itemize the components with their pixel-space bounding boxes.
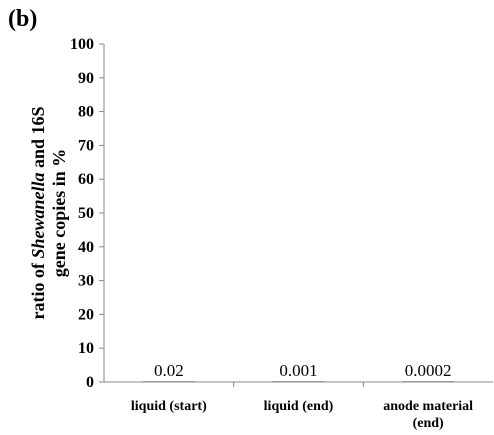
bar [402, 381, 455, 382]
x-axis-categories: liquid (start) liquid (end) anode material… [131, 399, 473, 431]
y-tick-label: 40 [78, 239, 94, 256]
x-category-label: anode material [383, 399, 473, 414]
panel-label: (b) [8, 6, 37, 32]
y-tick-label: 80 [78, 104, 94, 121]
data-label: 0.02 [154, 361, 184, 380]
x-category-label: (end) [413, 416, 444, 431]
data-labels: 0.02 0.001 0.0002 [154, 361, 452, 380]
x-category-label: liquid (end) [264, 399, 334, 414]
axes [103, 44, 493, 387]
y-tick-label: 90 [78, 70, 94, 87]
y-tick-label: 30 [78, 273, 94, 290]
bar [272, 381, 325, 382]
bars [142, 381, 455, 382]
y-tick-label: 100 [70, 36, 94, 53]
y-axis-title: ratio of Shewanella and 16S gene copies … [28, 106, 69, 319]
y-tick-label: 0 [86, 374, 94, 391]
y-tick-label: 60 [78, 171, 94, 188]
data-label: 0.0002 [405, 361, 452, 380]
y-tick-label: 70 [78, 137, 94, 154]
bar [142, 381, 195, 382]
y-axis-title-line2: gene copies in % [49, 149, 69, 278]
x-category-label: liquid (start) [131, 399, 207, 414]
data-label: 0.001 [279, 361, 317, 380]
y-axis-title-line1: ratio of Shewanella and 16S [28, 106, 48, 319]
y-tick-label: 50 [78, 205, 94, 222]
y-tick-label: 10 [78, 340, 94, 357]
y-axis-ticks: 0 10 20 30 40 50 60 70 80 90 100 [70, 36, 104, 391]
y-tick-label: 20 [78, 306, 94, 323]
